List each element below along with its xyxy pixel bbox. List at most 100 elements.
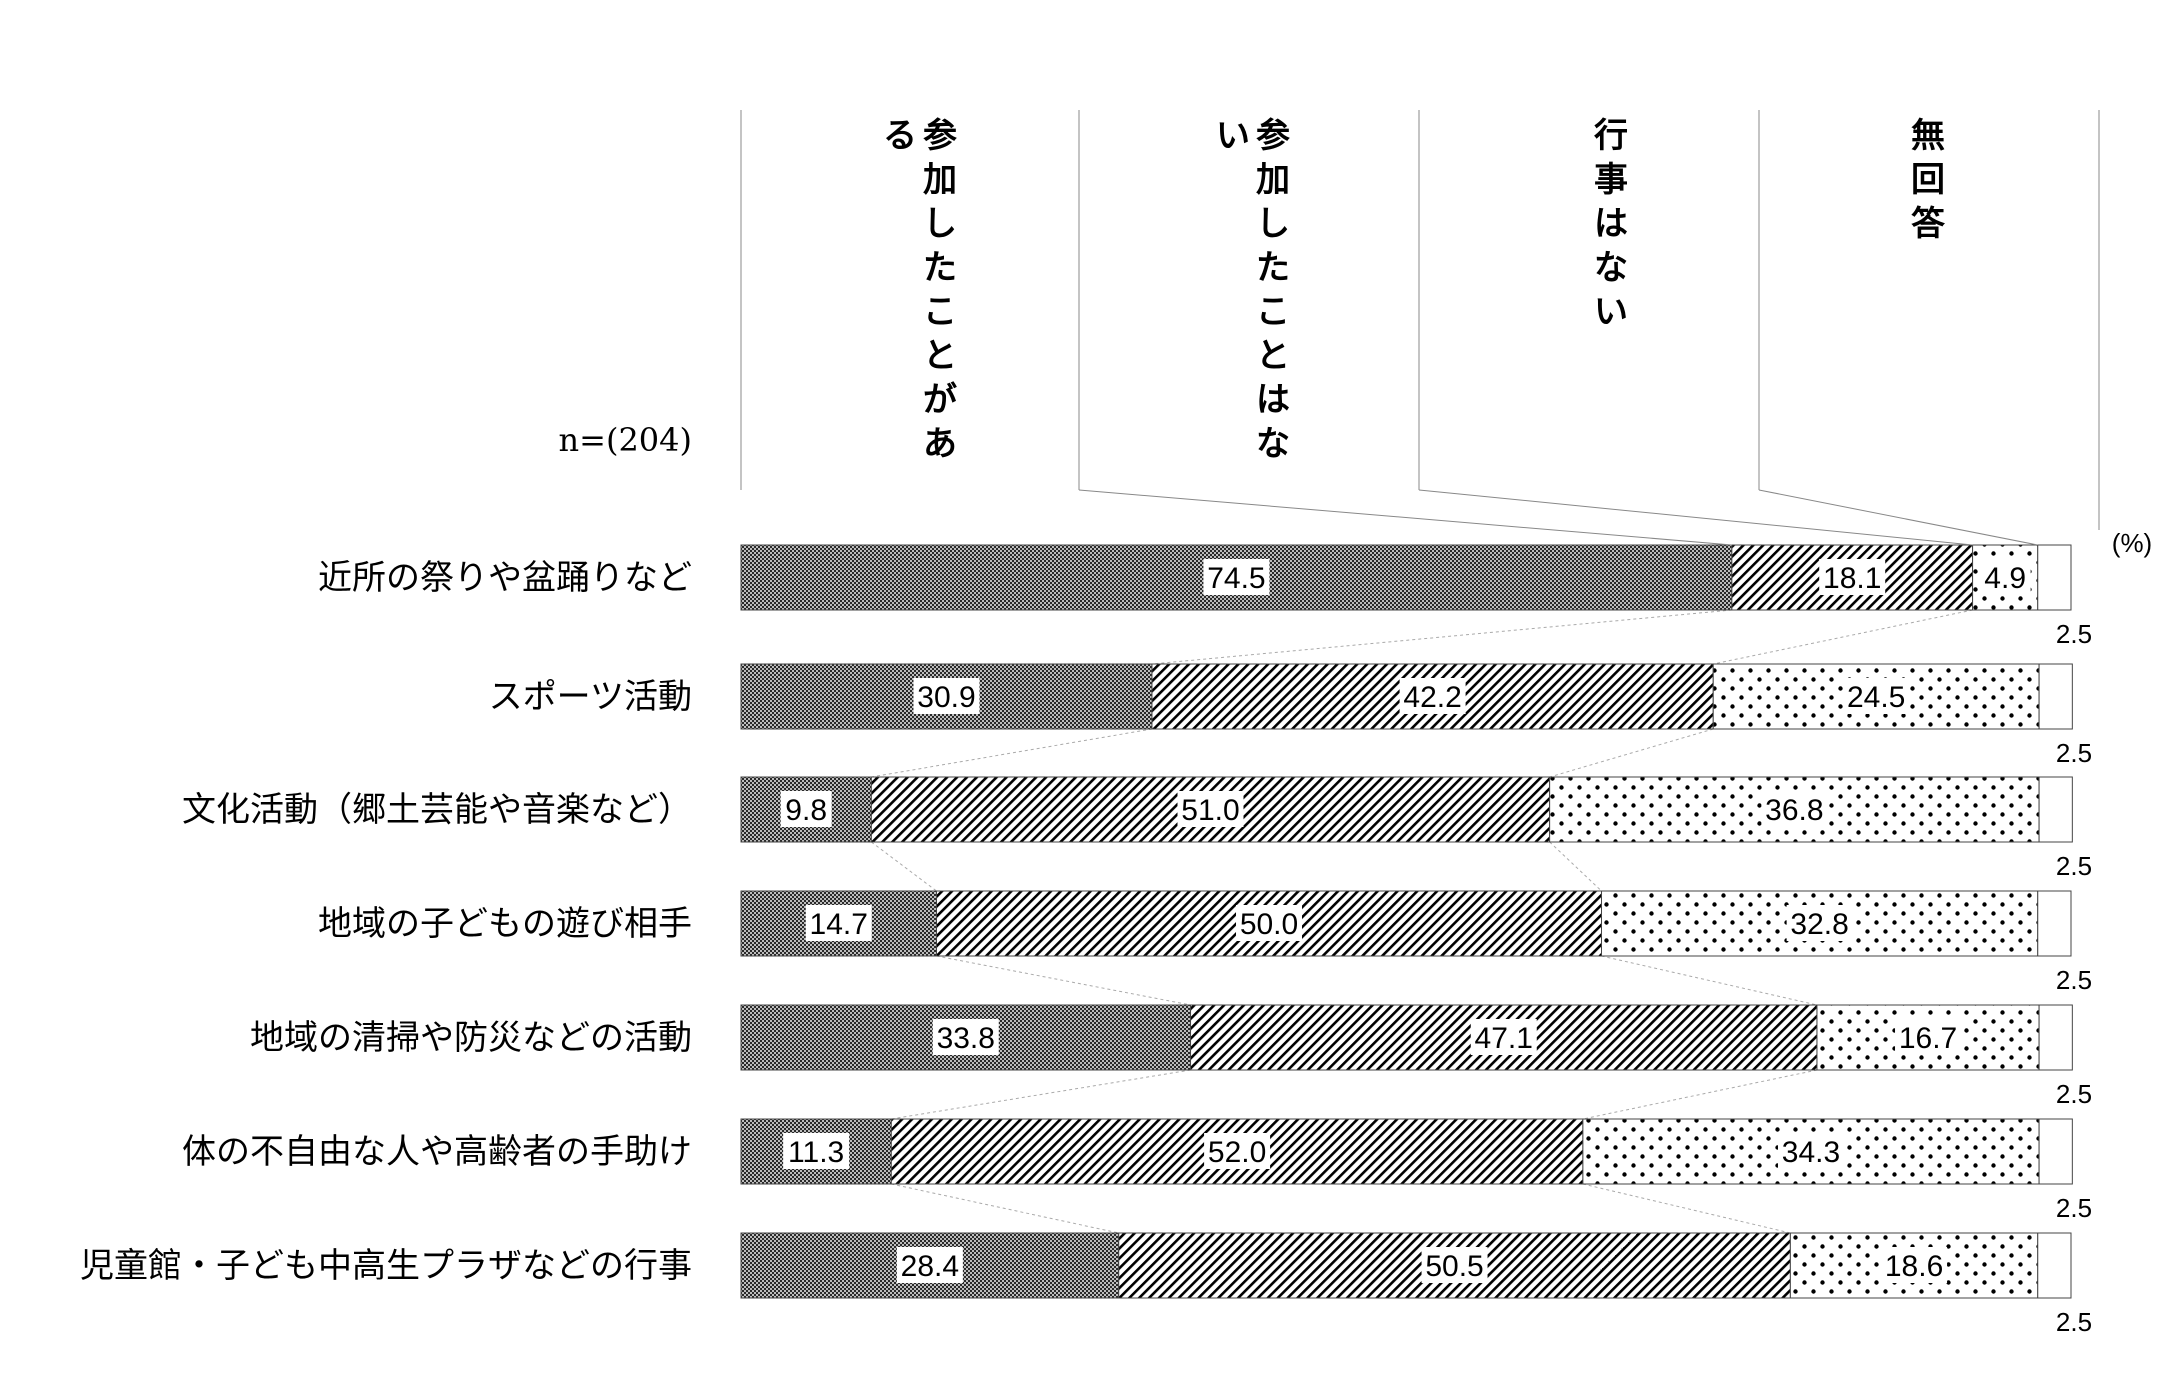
legend-char: 加 (923, 160, 957, 200)
value-label-no-answer-2: 2.5 (2056, 738, 2092, 768)
value-label-participated-2: 30.9 (917, 681, 975, 714)
legend-char: た (1256, 248, 1290, 288)
value-label-bg (1399, 678, 1466, 714)
bar-no-answer-1 (2037, 544, 2072, 611)
value-label-bg (1786, 905, 1853, 941)
legend-char: こ (1256, 292, 1290, 332)
legend-char: は (1594, 204, 1628, 244)
legend-char: が (923, 380, 957, 420)
value-label-bg (1421, 1247, 1488, 1283)
connector-line (871, 728, 1153, 778)
legend-char: こ (923, 292, 957, 332)
value-label-not-participated-4: 50.0 (1240, 908, 1298, 941)
connector-line (1582, 1183, 1791, 1234)
value-label-bg (1895, 1019, 1962, 1055)
connector-line (1549, 728, 1714, 778)
legend-char: い (1216, 116, 1250, 156)
value-label-participated-3: 9.8 (785, 794, 827, 827)
value-label-bg (1979, 559, 2031, 595)
legend-char: 参 (923, 116, 957, 156)
connector-line (1601, 955, 1818, 1006)
value-label-not-participated-6: 52.0 (1208, 1136, 1266, 1169)
bar-no-answer-2 (2038, 663, 2073, 730)
value-label-bg (913, 678, 980, 714)
legend-char: し (1256, 204, 1290, 244)
legend-char: 答 (1911, 204, 1946, 244)
bar-no-answer-4 (2037, 890, 2072, 957)
value-label-no-event-4: 32.8 (1790, 908, 1848, 941)
legend-char: と (923, 336, 957, 376)
value-label-no-answer-5: 2.5 (2056, 1079, 2092, 1109)
sample-size-label: n=(204) (559, 421, 692, 459)
header-connector (1418, 489, 1973, 546)
value-label-participated-4: 14.7 (810, 908, 868, 941)
value-label-bg (1819, 559, 1886, 595)
value-label-not-participated-7: 50.5 (1425, 1250, 1483, 1283)
connector-line (871, 841, 937, 892)
legend-char: 無 (1911, 116, 1945, 156)
value-label-no-event-6: 34.3 (1782, 1136, 1840, 1169)
connector-line (1151, 609, 1732, 665)
connector-line (891, 1183, 1119, 1234)
value-label-no-event-1: 4.9 (1984, 562, 2026, 595)
legend-char: 回 (1911, 160, 1945, 200)
value-label-participated-5: 33.8 (937, 1022, 995, 1055)
value-label-not-participated-3: 51.0 (1181, 794, 1239, 827)
header-connector (1078, 489, 1732, 546)
legend-char: 事 (1594, 160, 1628, 200)
legend-char: な (1594, 248, 1628, 288)
bar-no-answer-3 (2038, 776, 2073, 843)
legend-char: と (1256, 336, 1290, 376)
legend-char: 参 (1256, 116, 1290, 156)
category-label-2: スポーツ活動 (489, 677, 692, 717)
header-connector (1758, 489, 2038, 546)
legend-no-answer: 無回答 (1911, 116, 1946, 244)
connector-line (936, 955, 1191, 1006)
bars-group (740, 544, 2073, 1299)
value-label-no-answer-6: 2.5 (2056, 1193, 2092, 1223)
value-label-no-event-5: 16.7 (1899, 1022, 1957, 1055)
value-label-no-answer-7: 2.5 (2056, 1307, 2092, 1337)
category-label-6: 体の不自由な人や高齢者の手助け (182, 1132, 692, 1172)
value-label-bg (1843, 678, 1910, 714)
connector-line (1582, 1069, 1818, 1120)
connector-line (1713, 609, 1973, 665)
bar-no-event-5 (1816, 1004, 2040, 1071)
legend-char: た (923, 248, 957, 288)
legend-char: あ (923, 424, 957, 464)
value-label-bg (1236, 905, 1303, 941)
value-label-not-participated-1: 18.1 (1823, 562, 1881, 595)
value-label-participated-7: 28.4 (901, 1250, 959, 1283)
value-label-not-participated-2: 42.2 (1403, 681, 1461, 714)
value-label-bg (1177, 791, 1244, 827)
value-label-participated-6: 11.3 (788, 1136, 844, 1169)
category-label-1: 近所の祭りや盆踊りなど (318, 558, 692, 598)
value-label-bg (1881, 1247, 1948, 1283)
value-label-bg (1203, 559, 1270, 595)
value-label-bg (1761, 791, 1828, 827)
bar-no-answer-7 (2037, 1232, 2072, 1299)
value-label-bg (1777, 1133, 1844, 1169)
legend-char: 行 (1594, 116, 1628, 156)
legend-char: は (1256, 380, 1290, 420)
connector-line (1549, 841, 1602, 892)
value-label-bg (783, 1133, 850, 1169)
value-label-bg (896, 1247, 963, 1283)
connector-lines (871, 609, 1973, 1234)
category-label-3: 文化活動（郷土芸能や音楽など） (182, 790, 692, 830)
legend-char: 加 (1256, 160, 1290, 200)
legend-char: い (1594, 292, 1628, 332)
legend-char: し (923, 204, 957, 244)
value-label-no-answer-3: 2.5 (2056, 851, 2092, 881)
value-label-not-participated-5: 47.1 (1475, 1022, 1533, 1055)
category-label-7: 児童館・子ども中高生プラザなどの行事 (80, 1246, 692, 1286)
value-label-no-event-7: 18.6 (1885, 1250, 1943, 1283)
value-label-bg (932, 1019, 999, 1055)
connector-line (891, 1069, 1191, 1120)
value-label-bg (780, 791, 832, 827)
legend-char: る (883, 116, 917, 156)
